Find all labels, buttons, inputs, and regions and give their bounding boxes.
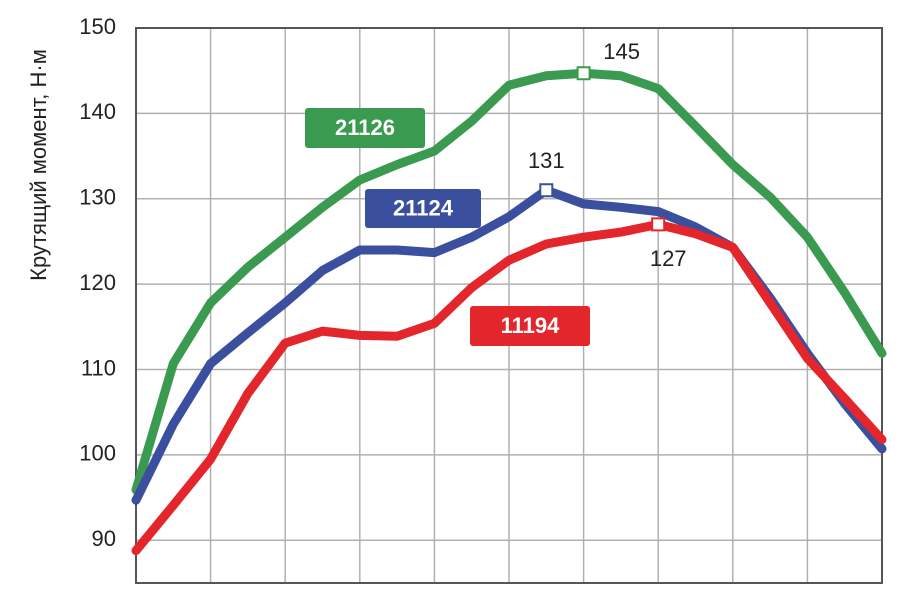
series-line: [131, 68, 887, 495]
y-axis-label: Крутящий момент, Н·м: [26, 49, 51, 281]
legend-label: 21124: [393, 195, 454, 220]
legend-box: [470, 306, 590, 346]
y-tick-label: 140: [79, 99, 116, 124]
value-label: 131: [528, 148, 565, 173]
plot-frame: [135, 27, 883, 584]
legend-box: [305, 108, 425, 148]
value-label: 145: [603, 39, 640, 64]
point-marker: [651, 217, 666, 232]
y-tick-label: 90: [92, 526, 116, 551]
point-marker: [539, 183, 554, 198]
y-tick-label: 100: [79, 441, 116, 466]
legend-box: [365, 189, 481, 228]
y-tick-label: 110: [81, 355, 116, 380]
legend-label: 11194: [501, 313, 561, 338]
y-tick-label: 120: [79, 270, 116, 295]
point-marker: [576, 66, 591, 81]
series-line: [131, 219, 887, 556]
value-label: 127: [650, 246, 687, 271]
y-tick-label: 150: [79, 14, 116, 39]
y-tick-label: 130: [79, 185, 116, 210]
legend-label: 21126: [335, 115, 395, 140]
